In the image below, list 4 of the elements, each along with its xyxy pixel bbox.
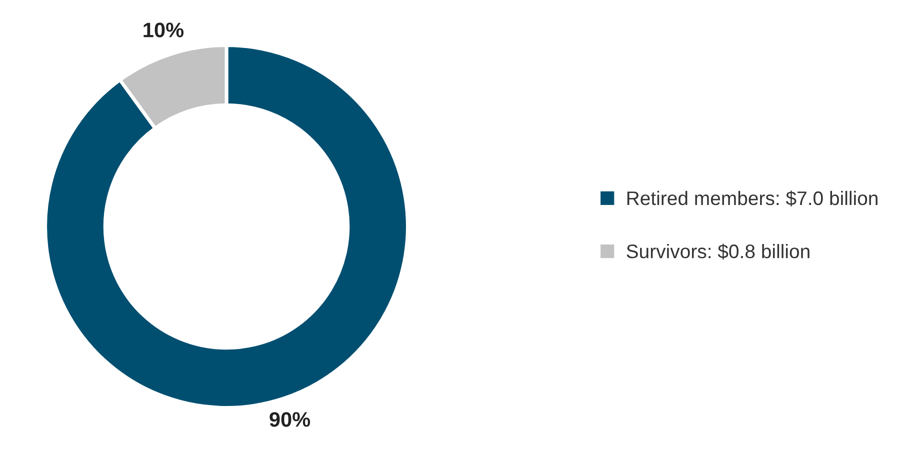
legend-label: Survivors: $0.8 billion <box>626 244 810 260</box>
data-label: 10% <box>144 22 184 38</box>
data-label: 90% <box>270 412 310 427</box>
legend-label: Retired members: $7.0 billion <box>627 190 878 206</box>
